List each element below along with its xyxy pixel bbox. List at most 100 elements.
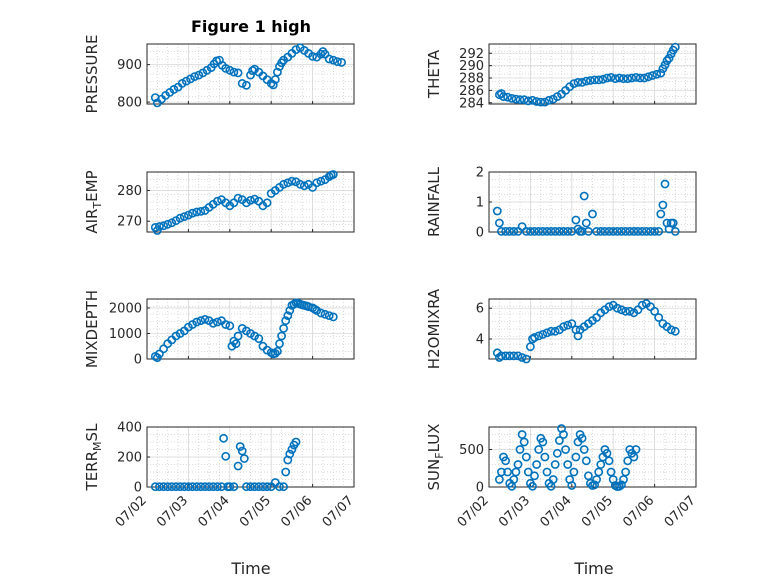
data-point [563,320,573,330]
data-point [536,97,546,107]
y-tick-label: 900 [117,58,142,73]
data-point [621,306,630,316]
y-tick-label: 292 [459,47,484,62]
data-point [204,482,214,492]
figure-title: Figure 1 high [191,17,311,36]
data-point [662,56,672,66]
data-point [212,196,222,206]
data-point [217,482,226,492]
data-point [598,74,608,84]
data-point [606,73,616,82]
data-point [192,207,202,217]
y-tick-label: 2000 [109,301,142,316]
data-point [229,482,239,492]
data-point [590,75,599,85]
data-point [561,445,570,454]
data-point [577,78,587,87]
y-tick-label: 286 [459,84,484,99]
data-point [509,226,519,236]
y-tick-label: 0 [476,481,484,496]
data-point [579,445,589,454]
data-point [604,302,614,312]
data-point [550,460,560,469]
data-point [515,445,525,454]
data-point [617,226,626,236]
data-point [181,76,191,86]
subplot-rainfall: 0 1 2 RAINFALL [425,166,697,241]
data-point [517,430,527,439]
data-point [509,475,519,484]
data-point [641,226,651,236]
data-point [654,226,664,236]
data-point [631,73,641,82]
data-point [567,319,577,328]
data-point [272,346,282,356]
data-point [621,467,630,477]
y-tick-label: 0 [134,353,142,368]
data-point [548,475,558,484]
data-point [511,467,521,477]
data-point [670,42,680,52]
data-point [668,218,678,228]
data-point [530,471,539,481]
data-series [150,433,301,492]
data-point [496,351,506,361]
data-point [540,97,550,107]
x-axis-label-right: Time [573,559,613,578]
data-point [594,75,604,85]
data-point [324,54,334,64]
y-tick-label: 0 [476,226,484,241]
data-point [279,323,288,333]
data-point [592,475,601,484]
data-point [233,461,243,471]
data-point [208,318,218,328]
data-point [337,58,346,67]
data-point [629,226,639,236]
data-point [183,210,193,220]
data-point [154,349,164,359]
data-point [646,226,655,236]
y-tick-label: 2 [476,166,484,181]
data-point [555,436,564,445]
data-point [499,92,508,101]
data-point [212,317,222,327]
data-point [635,73,645,83]
data-point [279,482,288,492]
data-series [150,43,346,108]
data-point [233,331,243,341]
data-point [538,226,548,236]
data-point [196,482,206,492]
data-point [235,442,245,451]
data-point [291,45,301,54]
data-point [577,226,587,236]
data-point [528,481,537,491]
data-point [225,482,235,492]
data-point [648,71,657,80]
data-point [167,482,177,492]
data-point [320,309,330,319]
data-point [221,64,231,73]
data-point [559,322,568,332]
data-point [241,482,251,492]
data-point [629,452,639,462]
data-point [540,452,550,462]
data-point [246,195,255,205]
data-point [237,79,247,88]
data-point [546,326,556,336]
y-tick-label: 0 [134,481,142,496]
data-point [163,219,173,229]
data-point [192,317,202,327]
data-point [295,179,305,189]
data-point [666,325,676,335]
data-point [652,69,662,79]
data-point [633,226,643,236]
data-point [621,226,630,236]
data-point [233,68,243,78]
data-point [188,482,197,492]
data-point [505,226,515,236]
data-point [513,460,523,469]
data-point [596,226,606,236]
data-point [501,226,510,236]
data-point [175,482,185,492]
data-point [494,218,504,228]
